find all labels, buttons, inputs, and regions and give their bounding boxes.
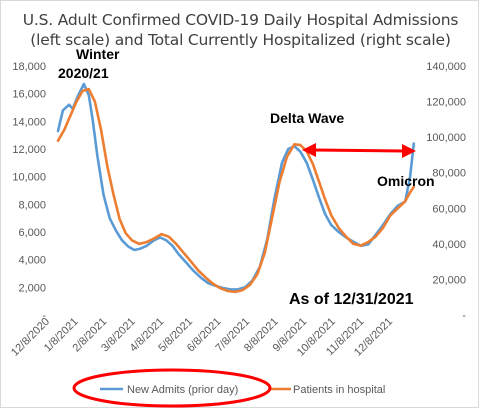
y-right-tick-label: 60,000 [432,203,466,215]
y-right-tick-label: - [462,310,466,322]
y-left-tick-label: 6,000 [18,227,46,239]
y-right-tick-label: 100,000 [426,132,466,144]
legend-label-new-admits: New Admits (prior day) [127,384,238,396]
chart-title-line-2: (left scale) and Total Currently Hospita… [30,31,451,49]
series-line-patients-in-hospital [56,87,416,294]
legend-highlight-ellipse [72,368,272,408]
delta-arrow-head-right [402,144,416,158]
annotation-omicron: Omicron [377,173,435,189]
y-right-tick-label: 140,000 [426,61,466,73]
y-left-tick-label: 4,000 [18,255,46,267]
y-left-tick-label: 2,000 [18,282,46,294]
annotation-winter-line-1: Winter [76,46,120,62]
annotation-delta-wave: Delta Wave [270,110,344,126]
y-left-tick-label: 8,000 [18,199,46,211]
y-right-tick-label: 120,000 [426,97,466,109]
delta-arrow-head-left [302,143,316,157]
y-left-tick-label: 14,000 [12,116,46,128]
y-left-tick-label: - [42,310,46,322]
y-right-tick-label: 80,000 [432,168,466,180]
y-left-tick-label: 18,000 [12,61,46,73]
legend-label-patients-in-hospital: Patients in hospital [293,384,385,396]
y-right-tick-label: 40,000 [432,239,466,251]
chart-title: U.S. Adult Confirmed COVID-19 Daily Hosp… [0,10,481,50]
y-left-tick-label: 10,000 [12,172,46,184]
y-left-tick-label: 12,000 [12,144,46,156]
delta-arrow-shaft [314,148,404,153]
y-left-tick-label: 16,000 [12,89,46,101]
annotation-winter-line-2: 2020/21 [58,65,109,81]
chart-title-line-1: U.S. Adult Confirmed COVID-19 Daily Hosp… [22,11,459,29]
y-right-tick-label: 20,000 [432,274,466,286]
annotation-as-of-date: As of 12/31/2021 [289,291,414,308]
x-tick-label: 12/8/2020 [9,316,52,359]
